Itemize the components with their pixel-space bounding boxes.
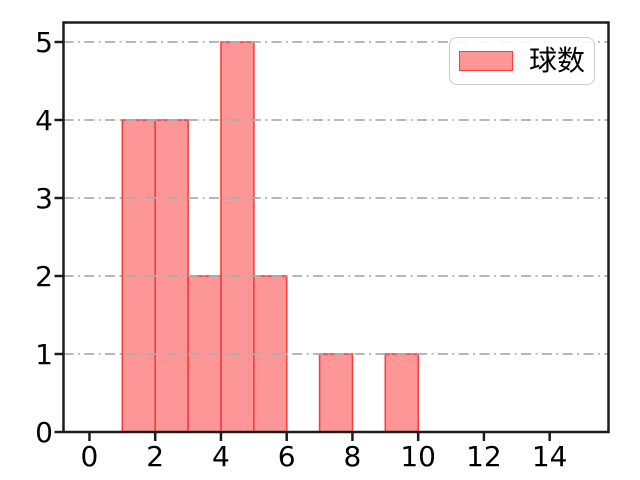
legend-swatch [459,51,513,71]
x-tick-label: 6 [278,440,296,473]
x-tick-label: 10 [400,440,436,473]
x-tick-label: 14 [532,440,568,473]
y-tick-label: 5 [35,26,53,59]
legend: 球数 [449,37,595,85]
x-tick-label: 8 [344,440,362,473]
x-tick-label: 4 [212,440,230,473]
y-tick-label: 0 [35,416,53,449]
x-tick-label: 12 [466,440,502,473]
y-tick-label: 2 [35,260,53,293]
axes-frame [62,21,610,434]
y-tick-label: 4 [35,104,53,137]
y-tick-label: 1 [35,338,53,371]
x-tick-label: 0 [81,440,99,473]
x-tick-label: 2 [146,440,164,473]
y-tick-label: 3 [35,182,53,215]
histogram-bar [318,353,354,433]
histogram-bar [220,41,255,433]
legend-label: 球数 [529,44,586,77]
histogram-bar [384,353,419,433]
